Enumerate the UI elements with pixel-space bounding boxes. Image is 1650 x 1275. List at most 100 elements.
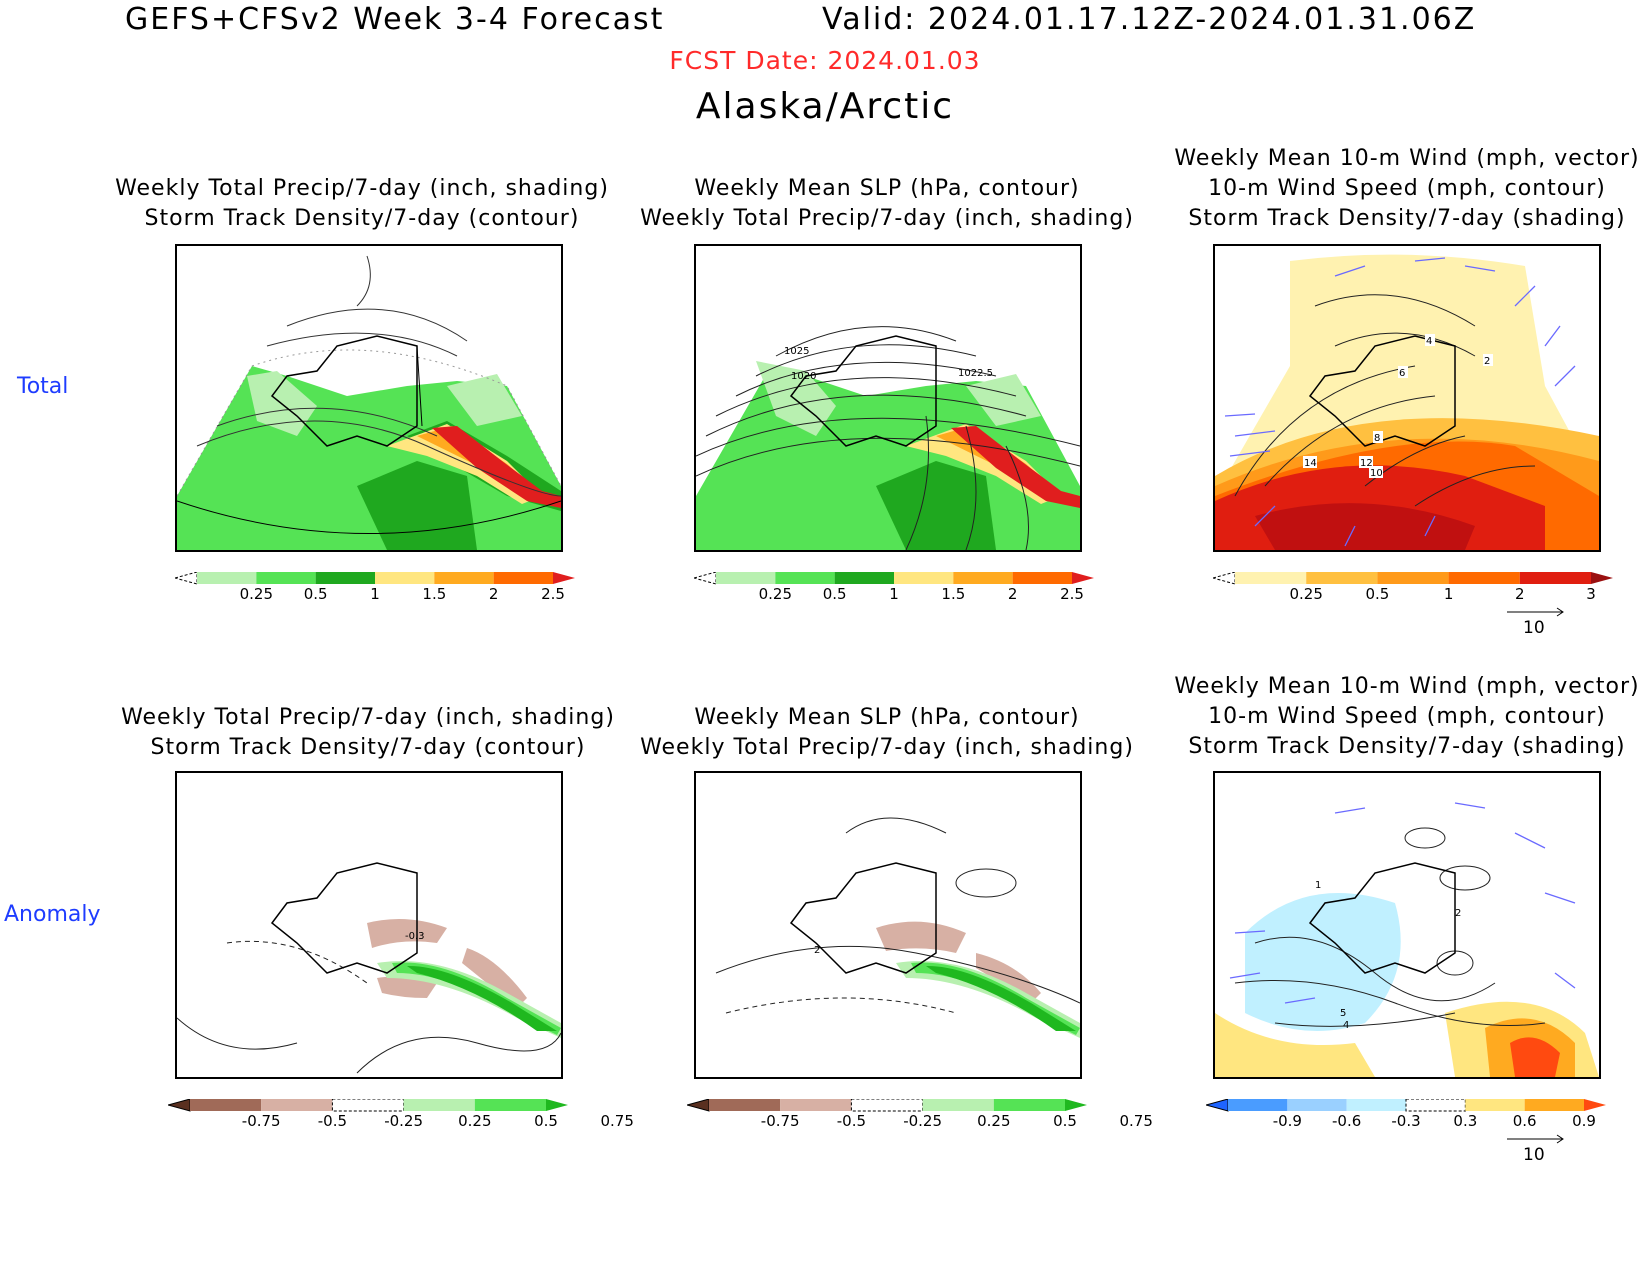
colorbar-tick-label: 0.5 (1053, 1112, 1077, 1130)
colorbar-segment (190, 1099, 262, 1111)
wind-label-10: 10 (1370, 468, 1383, 479)
wind-anom-label-1: 1 (1315, 880, 1321, 891)
colorbar-tick-label: 1 (889, 585, 899, 603)
wind-anom-label-5: 5 (1340, 1008, 1346, 1019)
colorbar-segment (197, 572, 257, 584)
map-precip-anomaly: -0.3 (175, 771, 563, 1079)
colorbar-segment (403, 1099, 475, 1111)
colorbar-tick-label: 0.25 (758, 585, 793, 603)
colorbar-segment (474, 1099, 546, 1111)
colorbar-segment (256, 572, 316, 584)
colorbar-segment (775, 572, 835, 584)
figure-title: GEFS+CFSv2 Week 3-4 Forecast (125, 2, 665, 37)
precip-anom-label: -0.3 (405, 931, 425, 942)
colorbar-segment (993, 1099, 1065, 1111)
wind-label-14: 14 (1304, 458, 1317, 469)
colorbar-segment (953, 572, 1013, 584)
wind-label-12: 12 (1360, 458, 1373, 469)
colorbar-segment (1012, 572, 1072, 584)
colorbar-tick-label: -0.5 (836, 1112, 867, 1130)
colorbar-tick-label: -0.25 (384, 1112, 423, 1130)
colorbar-tick-label: -0.9 (1272, 1112, 1302, 1130)
panel-title-wind-total: Weekly Mean 10-m Wind (mph, vector) 10-m… (1174, 146, 1640, 231)
slp-label-1025: 1025 (784, 346, 809, 357)
colorbar-extend-high (553, 572, 575, 584)
map-slp-anomaly: 2 (694, 771, 1082, 1079)
panel-title-precip-total: Weekly Total Precip/7-day (inch, shading… (115, 176, 609, 231)
colorbar-precip-total-1: 0.25 0.5 1 1.5 2 2.5 (175, 572, 575, 612)
map-slp-total: 1025 1020 1022.5 (694, 244, 1082, 552)
panel-title-precip-anomaly: Weekly Total Precip/7-day (inch, shading… (121, 705, 615, 760)
colorbar-segment (850, 1099, 924, 1112)
colorbar-segment (1287, 1099, 1347, 1111)
colorbar-extend-low (168, 1099, 191, 1112)
region-title: Alaska/Arctic (695, 86, 955, 127)
colorbar-tick-label: 3 (1586, 585, 1596, 603)
row-label-anomaly: Anomaly (4, 902, 101, 927)
colorbar-precip-anomaly-2: -0.75 -0.5 -0.25 0.25 0.5 0.75 (687, 1099, 1153, 1139)
panel-title-slp-total: Weekly Mean SLP (hPa, contour) Weekly To… (640, 176, 1134, 231)
colorbar-segment (375, 572, 435, 584)
colorbar-tick-label: 2.5 (541, 585, 565, 603)
reference-vector-anomaly: 10 (1505, 1131, 1585, 1171)
colorbar-segment (780, 1099, 852, 1111)
slp-label-1020: 1020 (791, 371, 816, 382)
colorbar-segment (834, 572, 894, 584)
colorbar-tick-label: 2 (1515, 585, 1525, 603)
wind-label-4: 4 (1426, 336, 1432, 347)
colorbar-extend-low (175, 572, 198, 585)
colorbar-tick-label: -0.25 (903, 1112, 942, 1130)
colorbar-tick-label: 0.25 (977, 1112, 1011, 1130)
colorbar-tick-label: 0.3 (1453, 1112, 1478, 1130)
colorbar-segment (716, 572, 776, 584)
colorbar-extend-high (1584, 1099, 1606, 1111)
colorbar-tick-label: -0.75 (241, 1112, 281, 1130)
slp-label-1022-5: 1022.5 (958, 368, 993, 379)
colorbar-tick-label: 2 (488, 585, 499, 603)
colorbar-precip-total-2: 0.25 0.5 1 1.5 2 2.5 (694, 572, 1094, 612)
colorbar-tick-label: 1.5 (941, 585, 966, 603)
colorbar-segment (1346, 1099, 1406, 1111)
wind-anom-label-2: 2 (1455, 908, 1461, 919)
row-label-total: Total (17, 374, 69, 399)
colorbar-tick-label: 1.5 (422, 585, 447, 603)
colorbar-tick-label: 0.25 (458, 1112, 492, 1130)
wind-label-8: 8 (1374, 433, 1380, 444)
colorbar-tick-label: 2.5 (1060, 585, 1084, 603)
colorbar-extend-low (1206, 1099, 1229, 1112)
colorbar-segment (894, 572, 954, 584)
colorbar-tick-label: -0.75 (760, 1112, 800, 1130)
colorbar-segment (331, 1099, 405, 1112)
colorbar-segment (1448, 572, 1520, 584)
colorbar-tick-label: 0.9 (1572, 1112, 1596, 1130)
colorbar-segment (1228, 1099, 1288, 1111)
colorbar-tick-label: 1 (1443, 585, 1454, 603)
colorbar-storm-total: 0.250.51234 (1213, 572, 1613, 612)
slp-anom-label: 2 (814, 945, 820, 956)
colorbar-segment (1519, 572, 1591, 584)
map-precip-total (175, 244, 563, 552)
colorbar-segment (261, 1099, 333, 1111)
colorbar-extend-high (1065, 1099, 1087, 1111)
colorbar-tick-label: 0.5 (822, 585, 847, 603)
colorbar-tick-label: 0.75 (1119, 1112, 1153, 1130)
colorbar-segment (922, 1099, 994, 1111)
colorbar-tick-label: 0.6 (1512, 1112, 1537, 1130)
colorbar-storm-anomaly: -0.9 -0.6 -0.3 0.3 0.6 0.9 (1206, 1099, 1606, 1139)
wind-anom-label-4: 4 (1343, 1020, 1349, 1031)
forecast-date: FCST Date: 2024.01.03 (669, 46, 981, 75)
colorbar-extend-high (1072, 572, 1094, 584)
colorbar-tick-label: 0.5 (1365, 585, 1390, 603)
colorbar-extend-low (694, 572, 717, 585)
colorbar-tick-label: 0.25 (239, 585, 274, 603)
colorbar-segment (1377, 572, 1449, 584)
colorbar-segment (1306, 572, 1378, 584)
colorbar-tick-label: 0.25 (1289, 585, 1323, 603)
colorbar-segment (1235, 572, 1307, 584)
colorbar-precip-anomaly-1: -0.75 -0.5 -0.25 0.25 0.5 0.75 (168, 1099, 634, 1139)
colorbar-segment (434, 572, 494, 584)
panel-title-wind-anomaly: Weekly Mean 10-m Wind (mph, vector) 10-m… (1174, 674, 1640, 759)
colorbar-tick-label: -0.5 (317, 1112, 348, 1130)
reference-vector-total: 10 (1505, 604, 1585, 644)
colorbar-extend-high (546, 1099, 568, 1111)
